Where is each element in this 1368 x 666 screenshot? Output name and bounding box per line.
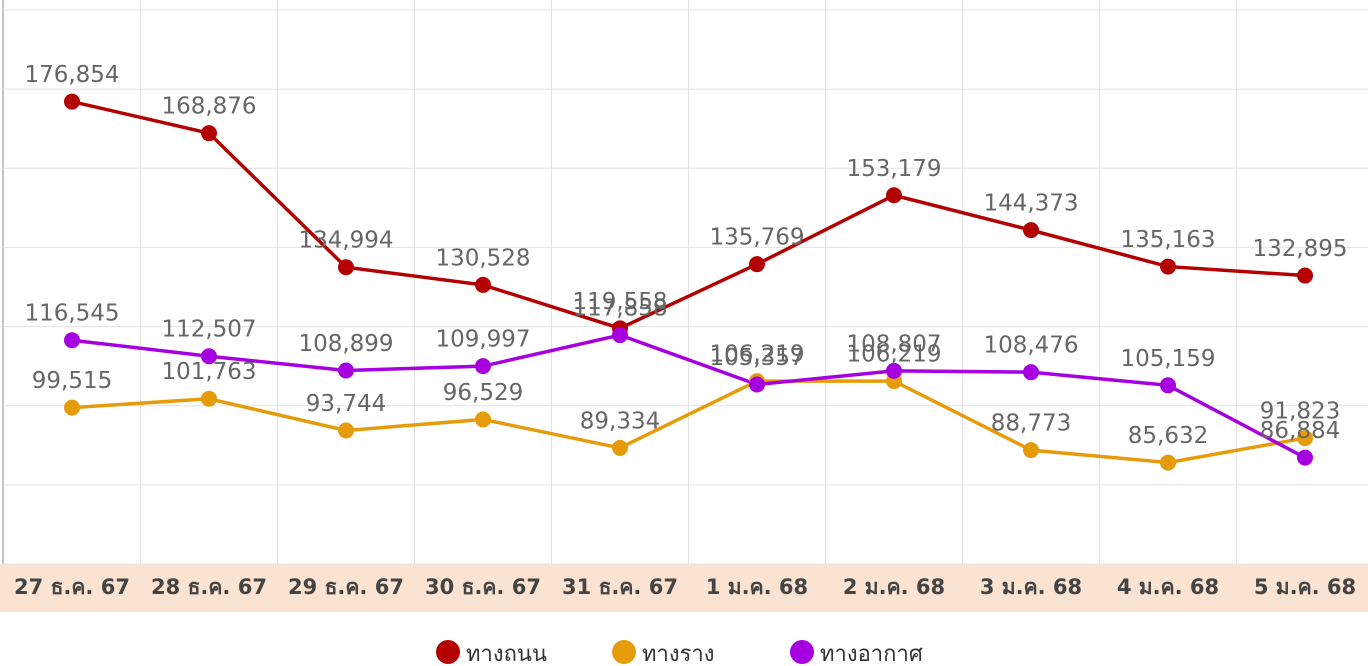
point bbox=[338, 422, 354, 439]
point bbox=[338, 259, 354, 276]
data-label: 109,997 bbox=[435, 327, 530, 353]
legend-label: ทางราง bbox=[642, 642, 715, 666]
data-label: 93,744 bbox=[306, 391, 386, 417]
point bbox=[612, 439, 628, 456]
point bbox=[1160, 377, 1176, 394]
data-label: 106,219 bbox=[846, 342, 941, 368]
series-line bbox=[71, 99, 1306, 331]
data-label: 153,179 bbox=[846, 156, 941, 182]
data-label: 106,219 bbox=[709, 342, 804, 368]
legend-label: ทางอากาศ bbox=[820, 642, 923, 666]
point bbox=[749, 376, 765, 393]
point bbox=[612, 327, 628, 344]
point bbox=[1023, 442, 1039, 459]
point bbox=[475, 411, 491, 428]
legend-marker bbox=[790, 640, 814, 664]
series-line bbox=[71, 379, 1306, 465]
data-label: 99,515 bbox=[32, 368, 112, 394]
data-label: 132,895 bbox=[1252, 236, 1347, 262]
point bbox=[64, 399, 80, 416]
data-label: 91,823 bbox=[1260, 399, 1340, 425]
x-tick-label: 2 ม.ค. 68 bbox=[843, 575, 945, 599]
data-label: 85,632 bbox=[1128, 423, 1208, 449]
point bbox=[886, 187, 902, 204]
data-label: 89,334 bbox=[580, 408, 660, 434]
x-tick-label: 31 ธ.ค. 67 bbox=[562, 575, 678, 599]
data-label: 86,884 bbox=[1260, 418, 1340, 444]
point bbox=[1297, 449, 1313, 466]
data-label: 134,994 bbox=[298, 228, 393, 254]
point bbox=[1160, 454, 1176, 471]
point bbox=[1160, 258, 1176, 275]
x-tick-label: 4 ม.ค. 68 bbox=[1117, 575, 1219, 599]
point bbox=[64, 332, 80, 349]
point bbox=[201, 348, 217, 365]
point bbox=[475, 358, 491, 375]
legend-marker bbox=[436, 640, 460, 664]
series-line bbox=[71, 333, 1306, 460]
x-tick-label: 27 ธ.ค. 67 bbox=[14, 575, 130, 599]
x-tick-label: 3 ม.ค. 68 bbox=[980, 575, 1082, 599]
data-label: 176,854 bbox=[24, 62, 119, 88]
data-label: 108,807 bbox=[846, 331, 941, 357]
legend-marker bbox=[612, 640, 636, 664]
legend-label: ทางถนน bbox=[466, 642, 547, 666]
data-label: 168,876 bbox=[161, 94, 256, 120]
data-label: 108,899 bbox=[298, 331, 393, 357]
point bbox=[1297, 430, 1313, 447]
point bbox=[1297, 267, 1313, 284]
point bbox=[1023, 364, 1039, 381]
x-tick-label: 29 ธ.ค. 67 bbox=[288, 575, 404, 599]
data-label: 135,769 bbox=[709, 225, 804, 251]
data-label: 108,476 bbox=[983, 333, 1078, 359]
data-label: 96,529 bbox=[443, 380, 523, 406]
x-tick-label: 30 ธ.ค. 67 bbox=[425, 575, 541, 599]
point bbox=[749, 256, 765, 273]
data-label: 105,357 bbox=[709, 345, 804, 371]
x-tick-label: 5 ม.ค. 68 bbox=[1254, 575, 1356, 599]
point bbox=[201, 390, 217, 407]
data-label: 119,558 bbox=[572, 289, 667, 315]
category-band bbox=[0, 564, 1368, 612]
data-label: 105,159 bbox=[1120, 346, 1215, 372]
data-label: 112,507 bbox=[161, 317, 256, 343]
point bbox=[201, 125, 217, 142]
x-tick-label: 28 ธ.ค. 67 bbox=[151, 575, 267, 599]
data-label: 135,163 bbox=[1120, 227, 1215, 253]
point bbox=[1023, 222, 1039, 239]
data-label: 88,773 bbox=[991, 411, 1071, 437]
point bbox=[475, 276, 491, 293]
x-tick-label: 1 ม.ค. 68 bbox=[706, 575, 808, 599]
point bbox=[64, 93, 80, 110]
data-label: 117,858 bbox=[572, 296, 667, 322]
point bbox=[338, 362, 354, 379]
data-label: 101,763 bbox=[161, 359, 256, 385]
point bbox=[886, 362, 902, 379]
data-label: 144,373 bbox=[983, 191, 1078, 217]
data-label: 116,545 bbox=[24, 301, 119, 327]
data-label: 130,528 bbox=[435, 245, 530, 271]
